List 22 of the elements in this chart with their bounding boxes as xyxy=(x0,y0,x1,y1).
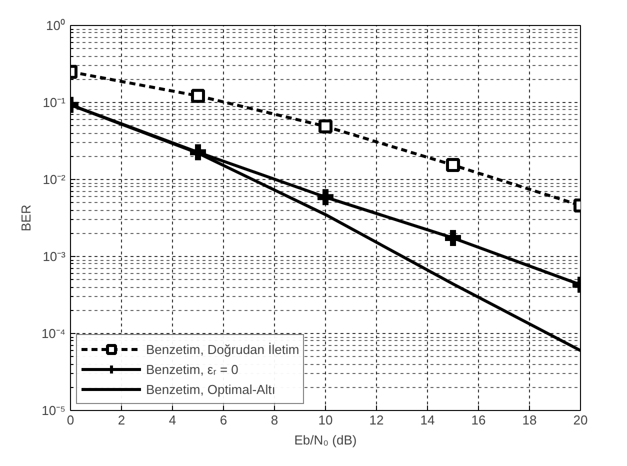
y-tick-label: 10⁻⁴ xyxy=(41,326,66,341)
legend-label: Benzetim, εᵣ = 0 xyxy=(146,362,238,376)
y-axis-title: BER xyxy=(18,204,34,232)
y-tick-label: 10⁻³ xyxy=(42,249,66,264)
x-tick-label: 0 xyxy=(66,412,74,428)
y-tick-label: 10⁻¹ xyxy=(42,95,66,110)
x-tick-label: 20 xyxy=(573,412,588,428)
x-tick-label: 12 xyxy=(369,412,384,428)
x-tick-label: 8 xyxy=(270,412,278,428)
x-tick-label: 10 xyxy=(318,412,333,428)
legend-label: Benzetim, Doğrudan İletim xyxy=(146,342,300,356)
legend-label: Benzetim, Optimal-Altı xyxy=(146,382,276,396)
x-tick-label: 14 xyxy=(420,412,435,428)
x-tick-label: 16 xyxy=(471,412,486,428)
x-tick-label: 4 xyxy=(168,412,176,428)
y-tick-label: 10⁻² xyxy=(42,172,66,187)
y-tick-label: 10⁻⁵ xyxy=(42,403,66,418)
x-axis-title: Eb/N₀ (dB) xyxy=(294,432,357,448)
y-tick-label: 10⁰ xyxy=(46,18,66,33)
x-tick-label: 6 xyxy=(220,412,228,428)
x-tick-label: 2 xyxy=(118,412,126,428)
x-tick-label: 18 xyxy=(522,412,537,428)
